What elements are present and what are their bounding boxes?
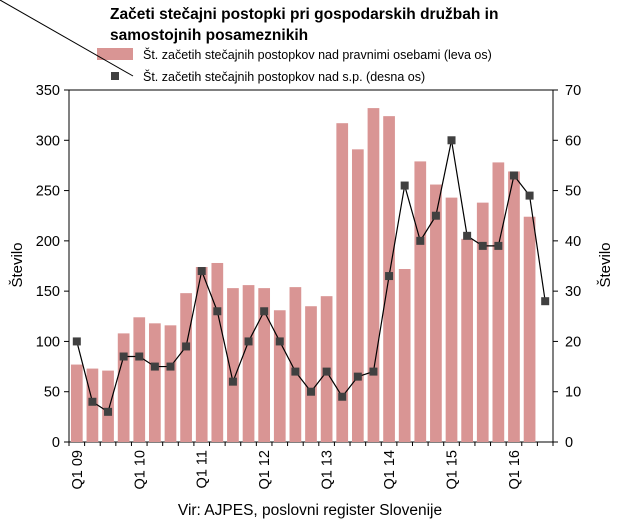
bar: [149, 323, 161, 442]
bar: [476, 202, 489, 442]
legend-bar-swatch: [97, 48, 133, 60]
x-tick-label: Q1 13: [320, 450, 336, 490]
bar: [289, 287, 302, 442]
y-right-tick-label: 40: [565, 234, 581, 250]
bar: [351, 149, 364, 442]
line-marker: [119, 352, 128, 361]
bar: [398, 269, 411, 442]
line-marker: [275, 337, 284, 346]
bar: [367, 108, 380, 443]
bar: [445, 197, 458, 442]
line-marker: [228, 377, 237, 386]
line-marker: [291, 367, 300, 376]
y-left-tick-label: 100: [36, 334, 60, 350]
bar: [523, 216, 536, 442]
y-right-tick-label: 10: [565, 385, 581, 401]
legend-line-swatch: [0, 0, 134, 77]
line-marker: [182, 342, 191, 351]
bar: [180, 293, 192, 442]
bar: [164, 325, 177, 442]
line-marker: [385, 272, 394, 281]
line-marker: [338, 392, 347, 401]
bar: [242, 285, 255, 442]
bar: [70, 364, 83, 442]
line-marker: [72, 337, 81, 346]
line-marker: [150, 362, 159, 371]
x-tick-label: Q1 12: [257, 450, 273, 490]
legend: Št. začetih stečajnih postopkov nad prav…: [0, 0, 492, 84]
line-marker: [416, 236, 425, 245]
y-left-label: Število: [9, 242, 26, 287]
line-marker: [197, 267, 206, 276]
y-left-tick-label: 300: [36, 133, 60, 149]
y-left-tick-label: 50: [44, 385, 60, 401]
bar: [430, 184, 442, 442]
line-marker: [166, 362, 175, 371]
chart-title: Začeti stečajni postopki pri gospodarski…: [110, 6, 499, 44]
bar: [305, 306, 317, 442]
line-marker: [322, 367, 331, 376]
x-tick-label: Q1 14: [382, 450, 398, 490]
x-tick-label: Q1 09: [70, 450, 86, 490]
bar: [133, 317, 146, 442]
line-marker: [244, 337, 253, 346]
line-marker: [447, 136, 456, 145]
line-marker: [104, 407, 113, 416]
bar: [336, 123, 349, 442]
legend-bar-label: Št. začetih stečajnih postopkov nad prav…: [143, 47, 492, 62]
x-tick-label: Q1 15: [445, 450, 461, 490]
bar: [508, 171, 520, 442]
x-tick-label: Q1 10: [132, 450, 148, 490]
x-tick-label: Q1 16: [507, 450, 523, 490]
line-marker: [478, 241, 487, 250]
line-marker: [509, 171, 518, 180]
y-right-tick-label: 20: [565, 334, 581, 350]
bar: [492, 162, 505, 442]
line-marker: [307, 387, 315, 396]
bar: [117, 333, 130, 442]
y-left-tick-label: 150: [36, 284, 60, 300]
y-left-tick-label: 200: [36, 234, 60, 250]
y-right-tick-label: 60: [565, 133, 581, 149]
plot-area: 0 50 100 150 200 250 300 350 0 10 20 30 40 50 60 70 Q1 0…: [36, 83, 581, 490]
bar: [258, 288, 271, 442]
bar: [195, 267, 208, 442]
source-note: Vir: AJPES, poslovni register Slovenije: [177, 502, 443, 519]
bar: [414, 161, 427, 443]
legend-line-marker: [111, 72, 119, 80]
y-right-label: Število: [597, 242, 614, 287]
y-left-tick-label: 250: [36, 184, 60, 200]
line-marker: [353, 372, 362, 381]
y-left-tick-label: 0: [52, 435, 60, 451]
line-marker: [463, 231, 472, 240]
line-marker: [431, 211, 440, 220]
x-tick-label: Q1 11: [195, 450, 211, 488]
line-marker: [135, 352, 144, 361]
line-marker: [400, 181, 409, 190]
line-marker: [541, 297, 550, 306]
line-marker: [88, 397, 97, 406]
line-marker: [213, 307, 222, 316]
bar: [211, 262, 224, 442]
bar: [273, 310, 286, 442]
line-marker: [369, 367, 378, 376]
y-right-tick-label: 70: [565, 83, 581, 99]
y-right-tick-label: 30: [565, 284, 581, 300]
line-marker: [525, 191, 534, 200]
line-marker: [494, 241, 503, 250]
line-marker: [260, 307, 269, 316]
bar: [461, 238, 473, 442]
legend-line-label: Št. začetih stečajnih postopkov nad s.p.…: [143, 69, 425, 84]
bar: [227, 288, 239, 442]
y-right-tick-label: 0: [565, 435, 573, 451]
bar: [102, 370, 114, 442]
y-left-tick-label: 350: [36, 83, 60, 99]
y-right-tick-label: 50: [565, 184, 581, 200]
